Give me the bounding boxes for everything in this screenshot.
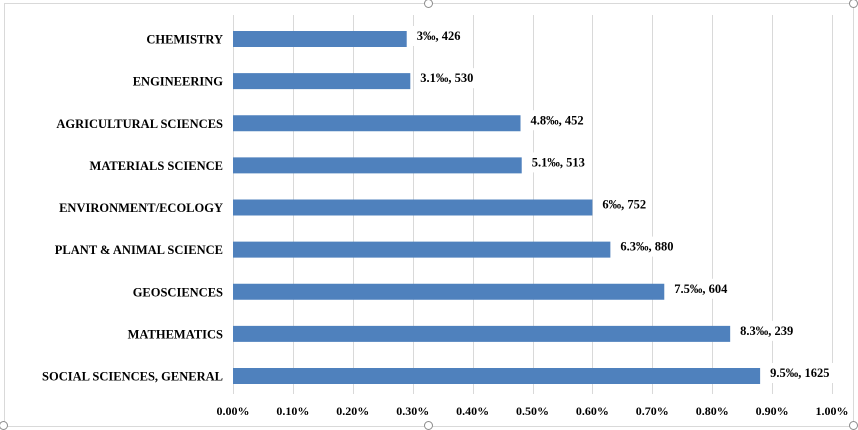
data-label-text: 6‰, 752 [602,198,646,212]
category-label: ENVIRONMENT/ECOLOGY [59,201,223,215]
category-label: PLANT & ANIMAL SCIENCE [55,243,223,257]
x-tick-label: 1.00% [816,404,849,418]
resize-handle-top-center[interactable] [424,0,433,8]
data-label-text: 7.5‰, 604 [674,282,728,296]
category-label: CHEMISTRY [146,33,223,47]
data-label-bg [416,68,478,89]
data-label: 3.1‰, 530 [416,68,478,89]
data-label-text: 3‰, 426 [417,29,461,43]
bar[interactable] [233,73,411,90]
data-label: 6‰, 752 [598,194,651,215]
data-label: 9.5‰, 1625 [766,363,834,383]
x-tick-label: 0.90% [756,404,789,418]
data-label-bg [526,110,588,131]
bar[interactable] [233,31,407,47]
x-tick-label: 0.50% [516,404,549,418]
data-label-bg [598,194,651,215]
data-label-text: 3.1‰, 530 [420,71,473,85]
category-label: GEOSCIENCES [133,285,223,299]
data-label: 3‰, 426 [412,26,465,46]
bar[interactable] [233,115,521,132]
data-label-bg [766,363,834,383]
labels: 0.00% 0.10% 0.20% 0.30% 0.40% 0.50% 0.60% 0.70%… [42,26,849,418]
data-label-bg [616,236,678,257]
x-tick-label: 0.30% [396,404,429,418]
x-tick-label: 0.80% [696,404,729,418]
x-tick-label: 0.40% [456,404,489,418]
bar[interactable] [233,325,731,342]
data-label-bg [670,278,733,299]
bars [233,31,761,384]
data-label-text: 9.5‰, 1625 [770,366,829,380]
data-label-bg [527,152,589,173]
category-label: MATERIALS SCIENCE [90,159,223,173]
data-label-text: 8.3‰, 239 [740,324,793,338]
data-label-bg [412,26,465,46]
bar[interactable] [233,157,522,174]
data-label-text: 5.1‰, 513 [532,155,585,169]
category-label: ENGINEERING [133,75,224,89]
x-tick-label: 0.70% [636,404,669,418]
bar[interactable] [233,368,761,384]
data-label-text: 6.3‰, 880 [620,240,673,254]
data-label: 8.3‰, 239 [736,320,798,341]
data-label: 5.1‰, 513 [527,152,589,173]
category-label: SOCIAL SCIENCES, GENERAL [42,370,223,384]
data-label-bg [736,320,798,341]
x-tick-label: 0.00% [217,404,250,418]
x-tick-label: 0.60% [576,404,609,418]
data-label-text: 4.8‰, 452 [531,113,584,127]
category-label: AGRICULTURAL SCIENCES [56,117,223,131]
data-label: 4.8‰, 452 [526,110,588,131]
data-label: 6.3‰, 880 [616,236,678,257]
data-label: 7.5‰, 604 [670,278,733,299]
bar[interactable] [233,241,611,258]
category-label: MATHEMATICS [128,327,223,341]
bar[interactable] [233,283,665,300]
x-tick-label: 0.20% [336,404,369,418]
x-tick-label: 0.10% [276,404,309,418]
bar[interactable] [233,199,593,216]
